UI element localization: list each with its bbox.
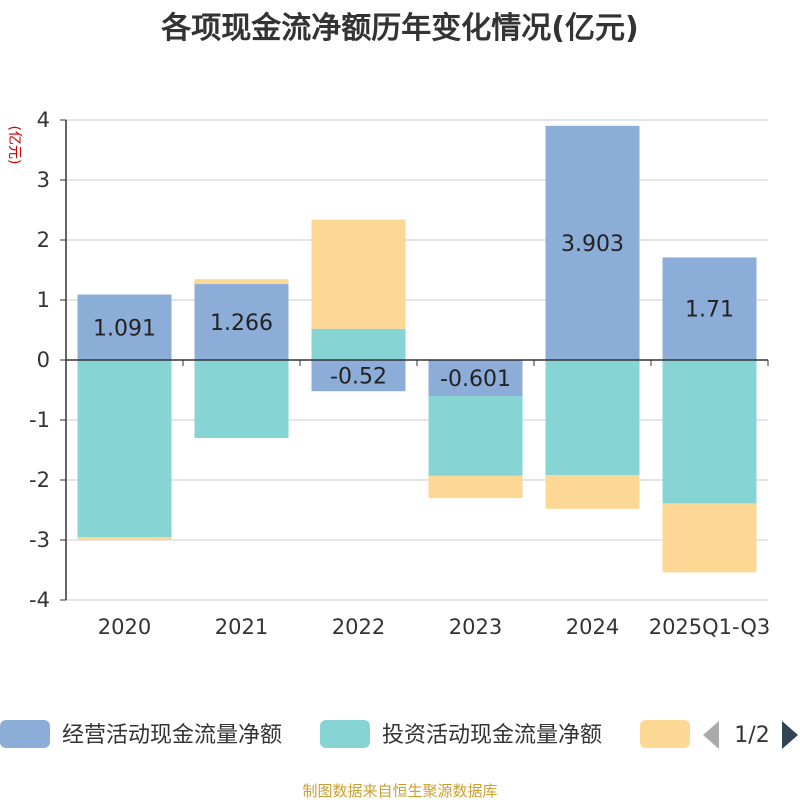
data-label-2020: 1.091: [93, 316, 156, 341]
legend-next-arrow-icon[interactable]: [782, 721, 798, 749]
y-tick-label: -4: [29, 588, 50, 612]
bar-series-2-2024: [545, 360, 640, 476]
data-label-2023: -0.601: [440, 367, 511, 392]
legend-swatch-2[interactable]: [320, 720, 370, 748]
bar-series-1-2020: [77, 294, 172, 360]
x-tick-label-2022: 2022: [332, 615, 385, 639]
data-label-2024: 3.903: [561, 232, 624, 257]
y-tick-label: -3: [29, 528, 50, 552]
bar-series-3-2021: [194, 279, 289, 285]
chart-title: 各项现金流净额历年变化情况(亿元): [160, 11, 638, 46]
y-tick-label: 3: [37, 168, 50, 192]
bar-series-1-2023: [428, 360, 523, 397]
x-tick-label-2023: 2023: [449, 615, 502, 639]
x-tick-label-2021: 2021: [215, 615, 268, 639]
legend-page-indicator: 1/2: [734, 723, 769, 748]
y-tick-label: 0: [37, 348, 50, 372]
legend-label-1[interactable]: 经营活动现金流量净额: [62, 723, 282, 748]
bar-series-2-2025Q1-Q3: [662, 360, 757, 504]
axes: 4 3 2 1 0 -1 -2 -3 -4 2020 2021 2022 2023 2024 2025Q1-…: [29, 108, 770, 639]
y-axis-unit: (亿元): [6, 126, 22, 165]
bar-series-1-2022: [311, 360, 406, 392]
data-label-2022: -0.52: [330, 365, 387, 390]
bar-series-2-2023: [428, 396, 523, 476]
bar-series-1-2024: [545, 125, 640, 360]
y-tick-label: -2: [29, 468, 50, 492]
x-tick-label-2025Q1-Q3: 2025Q1-Q3: [649, 615, 771, 639]
bar-series-1-2021: [194, 284, 289, 360]
bars: [77, 125, 757, 573]
data-label-2021: 1.266: [210, 311, 273, 336]
legend-label-2[interactable]: 投资活动现金流量净额: [382, 723, 602, 748]
bar-series-3-2022: [311, 219, 406, 329]
legend-swatch-1[interactable]: [0, 720, 50, 748]
y-tick-label: 2: [37, 228, 50, 252]
bar-series-3-2024: [545, 475, 640, 509]
data-labels: 1.091 1.266 -0.52 -0.601 3.903 1.71: [93, 232, 734, 392]
bar-series-3-2023: [428, 475, 523, 499]
y-tick-label: 4: [37, 108, 50, 132]
x-tick-label-2024: 2024: [566, 615, 619, 639]
bar-series-1-2025Q1-Q3: [662, 257, 757, 360]
x-tick-label-2020: 2020: [98, 615, 151, 639]
bar-series-2-2021: [194, 360, 289, 438]
legend: 经营活动现金流量净额 投资活动现金流量净额 1/2: [0, 720, 798, 749]
data-source: 制图数据来自恒生聚源数据库: [302, 782, 497, 800]
data-label-2025Q1-Q3: 1.71: [685, 298, 734, 323]
bar-series-2-2020: [77, 360, 172, 537]
y-tick-label: 1: [37, 288, 50, 312]
bar-series-2-2022: [311, 328, 406, 360]
legend-prev-arrow-icon[interactable]: [703, 721, 719, 749]
bar-series-3-2025Q1-Q3: [662, 503, 757, 573]
y-tick-label: -1: [29, 408, 50, 432]
legend-swatch-3[interactable]: [640, 720, 690, 748]
bar-series-3-2020: [77, 537, 172, 540]
